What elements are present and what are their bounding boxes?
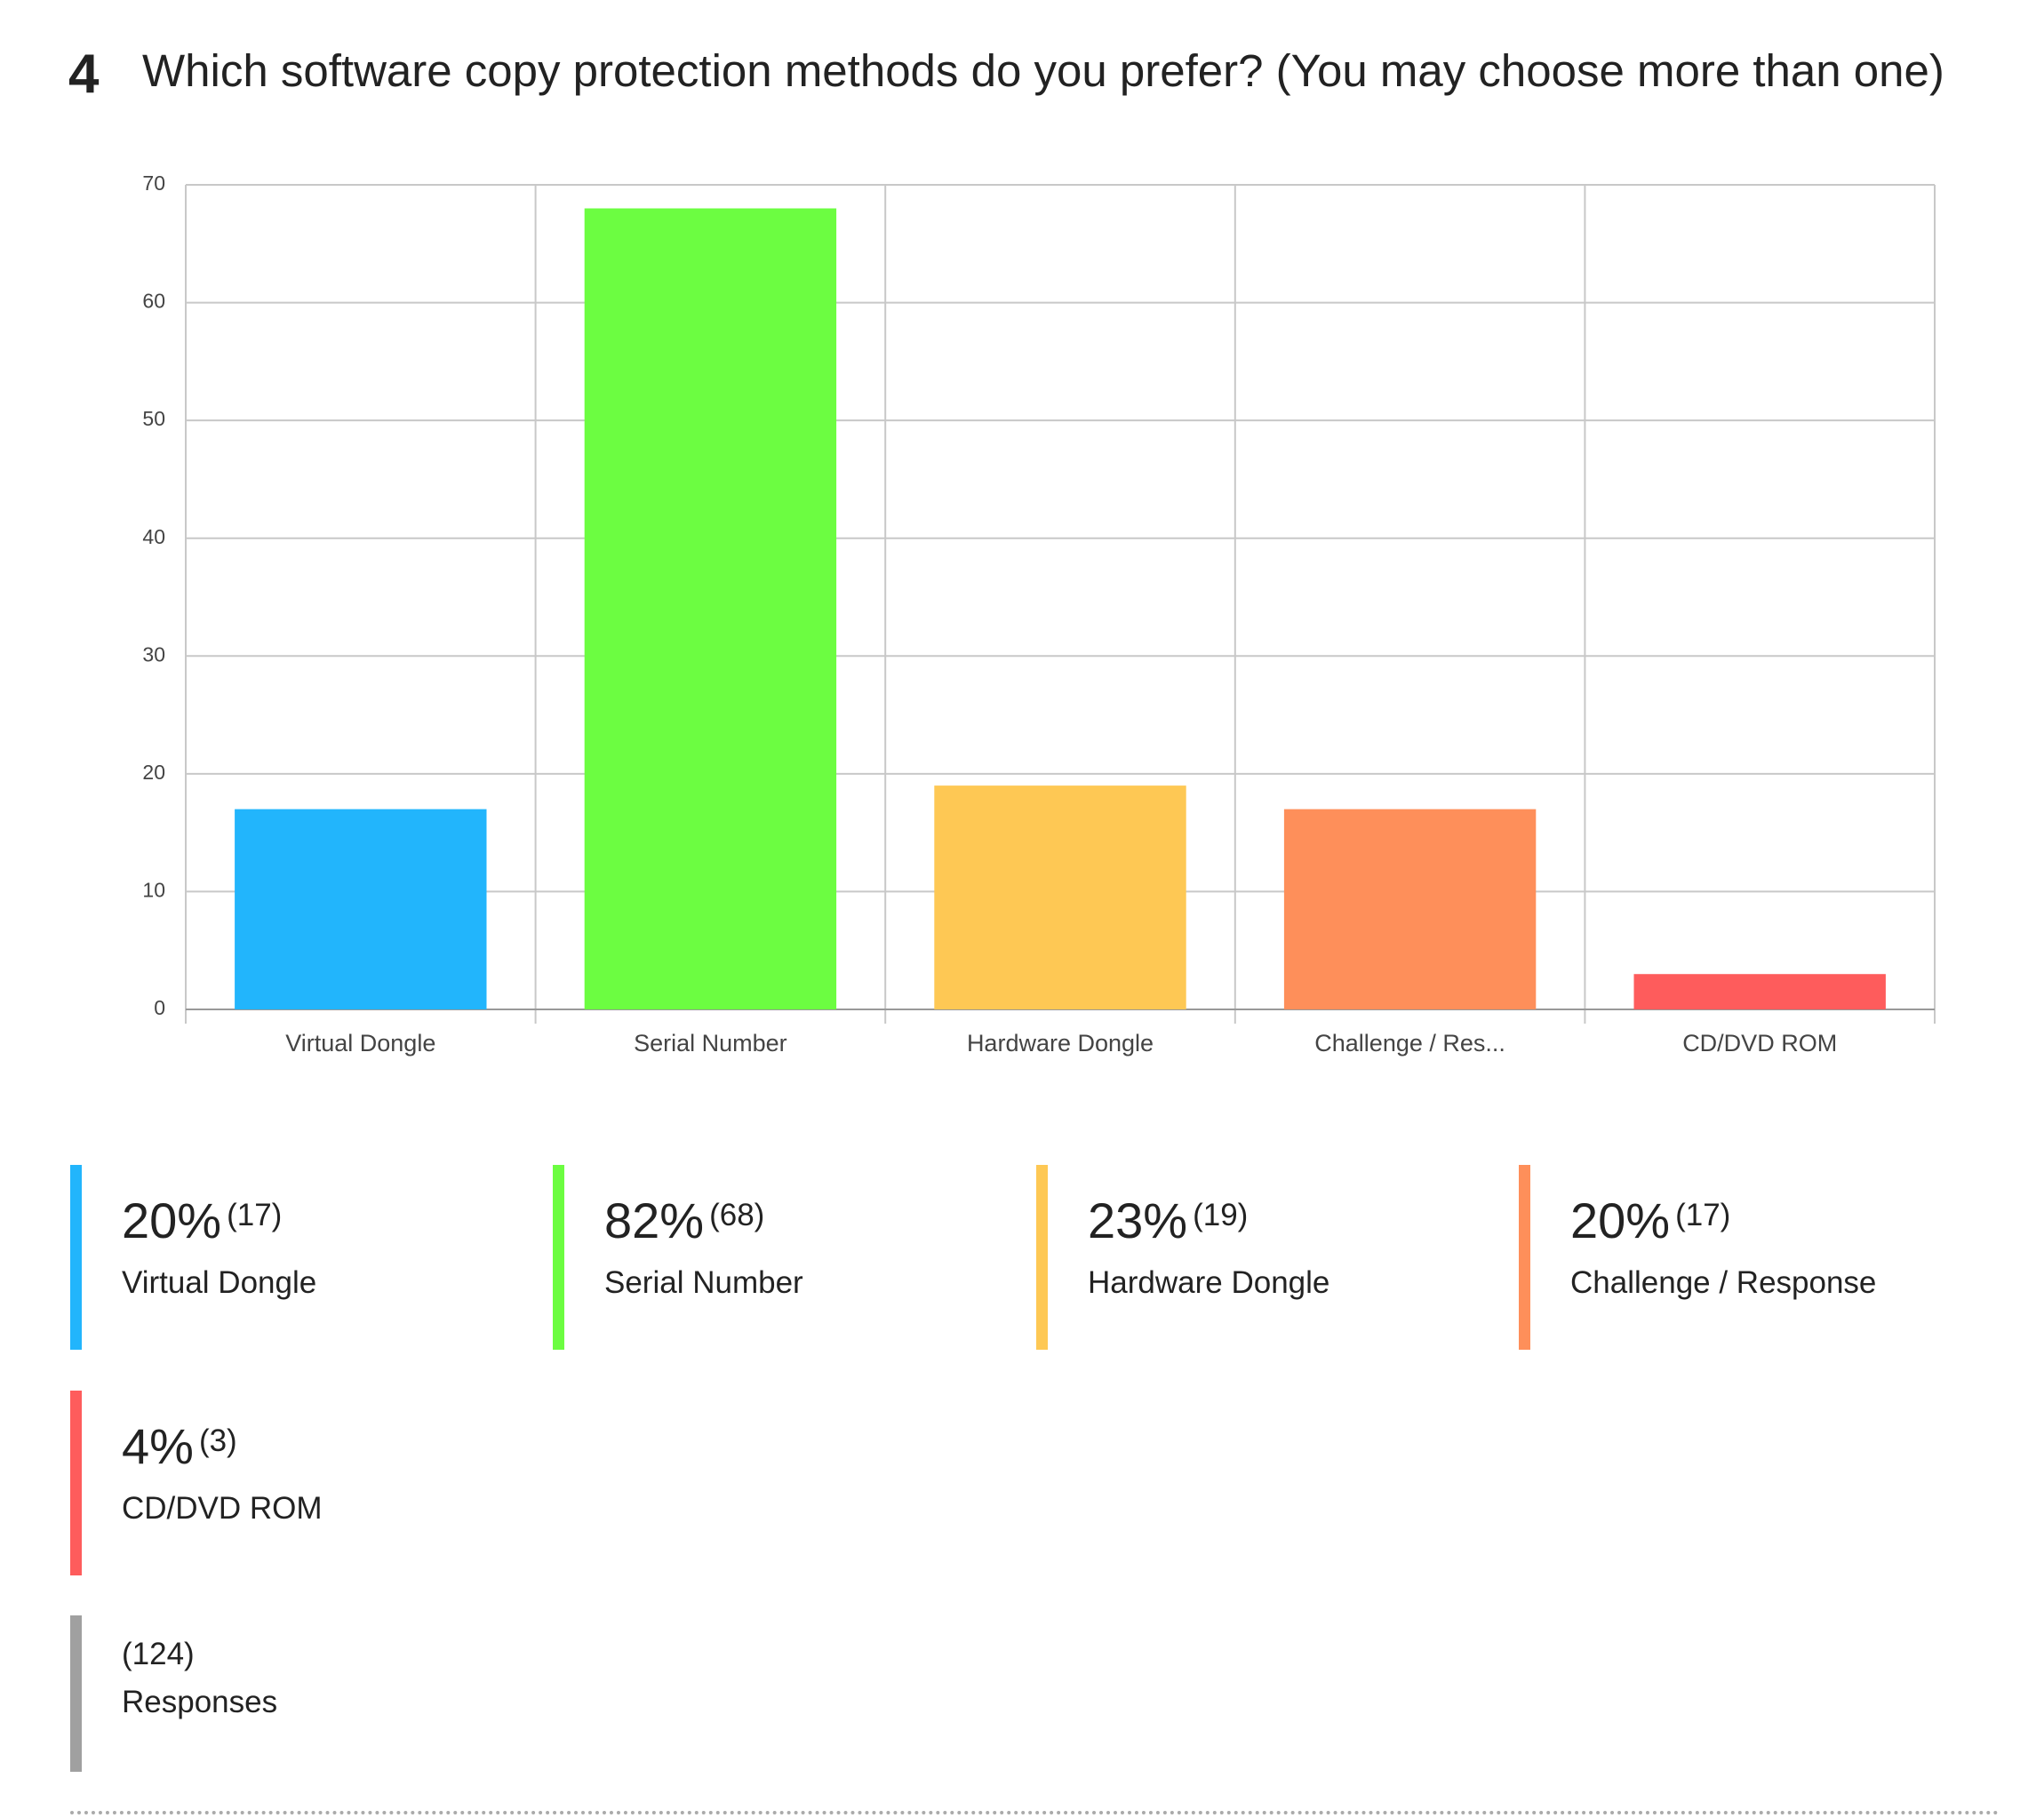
legend-item: 82% (68) Serial Number	[553, 1165, 997, 1350]
bar	[235, 809, 487, 1009]
legend-percent: 82% (68)	[604, 1192, 765, 1248]
responses-color-bar	[70, 1615, 82, 1772]
x-tick-label: Serial Number	[634, 1030, 787, 1057]
legend-item: 20% (17) Virtual Dongle	[70, 1165, 515, 1350]
legend-percent: 4% (3)	[122, 1418, 237, 1474]
legend-item: 23% (19) Hardware Dongle	[1036, 1165, 1481, 1350]
legend-name: Serial Number	[604, 1265, 803, 1300]
legend-count: (3)	[198, 1423, 237, 1458]
legend-name: CD/DVD ROM	[122, 1491, 323, 1526]
responses-total: (124) Responses	[70, 1615, 515, 1772]
chart-title: Which software copy protection methods d…	[142, 45, 1944, 96]
bar	[584, 208, 837, 1009]
legend-item: 20% (17) Challenge / Response	[1519, 1165, 1963, 1350]
legend-color-bar	[1519, 1165, 1530, 1350]
legend-count: (68)	[709, 1198, 765, 1232]
legend-count: (17)	[1675, 1198, 1731, 1232]
legend-color-bar	[70, 1165, 82, 1350]
legend-name: Virtual Dongle	[122, 1265, 317, 1300]
bar	[1283, 809, 1537, 1009]
divider	[70, 1811, 2000, 1814]
y-tick-label: 10	[142, 879, 165, 902]
legend-count: (19)	[1193, 1198, 1249, 1232]
legend-percent: 20% (17)	[122, 1192, 283, 1248]
chart: 0 10 20 30 40 50 60 70 Virtual Dongle Serial Numb…	[142, 171, 1936, 1057]
legend-percent: 23% (19)	[1088, 1192, 1249, 1248]
x-tick-label: Challenge / Res...	[1314, 1030, 1505, 1057]
bar	[934, 785, 1186, 1009]
y-tick-label: 20	[142, 761, 165, 784]
legend-name: Hardware Dongle	[1088, 1265, 1330, 1300]
legend-item: 4% (3) CD/DVD ROM	[70, 1391, 515, 1575]
legend-percent: 20% (17)	[1570, 1192, 1731, 1248]
y-tick-label: 40	[142, 525, 165, 548]
y-tick-label: 30	[142, 642, 165, 666]
y-tick-label: 50	[142, 407, 165, 430]
legend-color-bar	[70, 1391, 82, 1575]
legend-name: Challenge / Response	[1570, 1265, 1877, 1300]
y-tick-label: 0	[154, 996, 165, 1019]
x-tick-label: CD/DVD ROM	[1682, 1030, 1837, 1057]
bar	[1633, 974, 1886, 1009]
x-tick-label: Virtual Dongle	[285, 1030, 435, 1057]
y-tick-label: 70	[142, 171, 165, 195]
legend-count: (17)	[227, 1198, 283, 1232]
responses-count: (124)	[122, 1637, 195, 1671]
y-tick-label: 60	[142, 290, 165, 313]
legend-color-bar	[1036, 1165, 1048, 1350]
legend-color-bar	[553, 1165, 564, 1350]
question-number: 4	[68, 44, 100, 105]
x-tick-label: Hardware Dongle	[967, 1030, 1154, 1057]
responses-label: Responses	[122, 1685, 278, 1719]
